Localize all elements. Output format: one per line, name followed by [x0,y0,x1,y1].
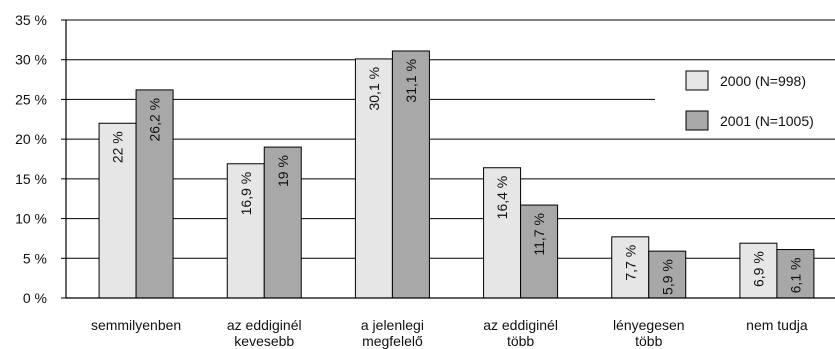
bar-value-label: 19 % [275,155,291,187]
legend-label: 2000 (N=998) [720,73,806,89]
x-tick-label: nem tudja [746,317,808,333]
bar-value-label: 16,4 % [494,176,510,220]
bar-value-label: 6,1 % [787,258,803,294]
legend: 2000 (N=998) 2001 (N=1005) [686,71,814,130]
y-tick-label: 15 % [15,171,47,187]
x-tick-label: az eddiginél [227,317,302,333]
legend-label: 2001 (N=1005) [720,113,814,129]
y-tick-label: 30 % [15,52,47,68]
x-tick-label: lényegesen [613,317,685,333]
y-tick-label: 5 % [23,250,47,266]
y-tick-label: 35 % [15,12,47,28]
bar-value-label: 26,2 % [147,98,163,142]
x-tick-label: semmilyenben [91,317,181,333]
bar-value-label: 11,7 % [531,213,547,256]
gridlines [66,20,835,258]
y-axis: 0 % 5 % 10 % 15 % 20 % 25 % 30 % 35 % [15,12,66,306]
bar-value-label: 5,9 % [659,259,675,295]
x-tick-label: a jelenlegi [361,317,424,333]
bar-value-label: 16,9 % [238,172,254,216]
bar-value-label: 6,9 % [750,251,766,287]
x-tick-label: megfelelő [362,333,423,349]
x-tick-label: több [507,333,534,349]
y-tick-label: 0 % [23,290,47,306]
bar-value-label: 31,1 % [403,59,419,103]
y-tick-label: 10 % [15,211,47,227]
legend-swatch [686,111,708,130]
x-tick-label: az eddiginél [483,317,558,333]
bar-value-label: 22 % [110,131,126,163]
bar-value-label: 30,1 % [366,67,382,111]
bar-value-label: 7,7 % [622,245,638,281]
legend-swatch [686,71,708,90]
x-tick-label: több [635,333,662,349]
y-tick-label: 20 % [15,131,47,147]
x-tick-label: kevesebb [234,333,294,349]
y-tick-label: 25 % [15,91,47,107]
